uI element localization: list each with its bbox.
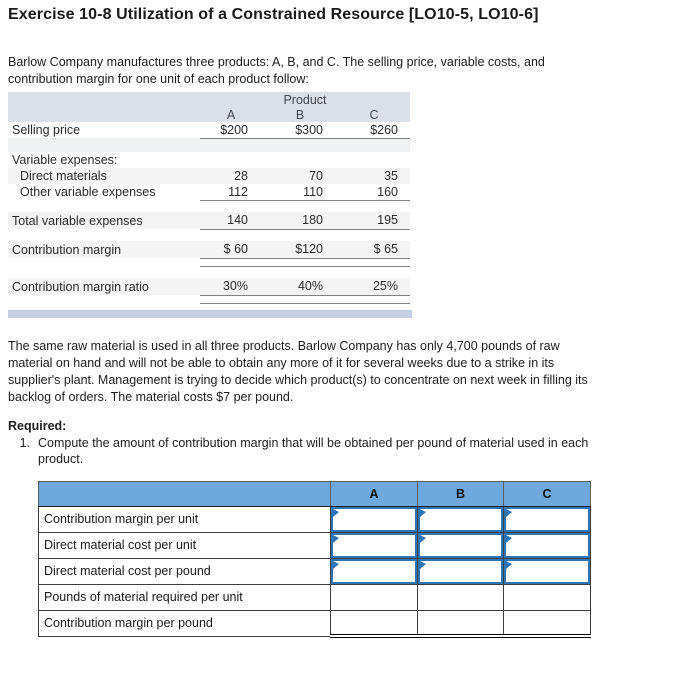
exercise-page: Exercise 10-8 Utilization of a Constrain… <box>8 6 675 638</box>
table-row-direct-materials: Direct materials 28 70 35 <box>8 168 410 184</box>
answer-input-cell[interactable] <box>330 505 418 533</box>
answer-cell[interactable] <box>417 609 504 638</box>
product-column-header-row: A B C <box>8 107 410 122</box>
row-label: Direct materials <box>20 169 107 183</box>
page-title: Exercise 10-8 Utilization of a Constrain… <box>8 6 539 23</box>
double-underline-row <box>8 295 410 304</box>
value-b: 40% <box>262 278 338 296</box>
column-header-a: A <box>200 107 262 122</box>
answer-input-cell[interactable] <box>503 505 591 533</box>
value-c: 25% <box>338 278 410 296</box>
row-label: Contribution margin ratio <box>12 279 149 294</box>
answer-table: A B C Contribution margin per unit Direc… <box>38 480 591 638</box>
product-group-header-row: Product <box>8 92 410 107</box>
answer-row-direct-material-cost-per-unit: Direct material cost per unit <box>38 531 591 559</box>
value-c: 195 <box>338 212 410 230</box>
input-flag-icon <box>420 508 426 517</box>
input-flag-icon <box>506 560 512 569</box>
value-b: 180 <box>262 212 338 230</box>
value-c: 35 <box>384 169 398 183</box>
answer-cell[interactable] <box>330 583 418 611</box>
answer-column-header-c: C <box>503 480 591 507</box>
value-a: 30% <box>200 278 262 296</box>
value-a: $ 60 <box>200 241 262 259</box>
row-label: Variable expenses: <box>12 153 118 167</box>
spacer-row <box>8 229 410 241</box>
required-item-number: 1. <box>19 435 30 450</box>
answer-row-label: Pounds of material required per unit <box>38 583 331 611</box>
required-item-text: Compute the amount of contribution margi… <box>38 435 589 466</box>
corner-header-cell <box>38 480 331 507</box>
value-c: 160 <box>338 184 410 201</box>
answer-row-pounds-of-material-required-per-unit: Pounds of material required per unit <box>38 583 591 611</box>
input-flag-icon <box>420 534 426 543</box>
spacer-row <box>8 266 410 278</box>
table-row-variable-expenses-heading: Variable expenses: <box>8 152 410 168</box>
product-group-header: Product <box>200 92 410 107</box>
answer-row-label: Contribution margin per pound <box>38 609 331 637</box>
product-data-table: Product A B C Selling price $200 $300 $2… <box>8 92 410 304</box>
value-a: 28 <box>234 169 248 183</box>
scenario-paragraph: The same raw material is used in all thr… <box>8 338 588 404</box>
answer-row-contribution-margin-per-pound: Contribution margin per pound <box>38 609 591 638</box>
value-b: 110 <box>262 184 338 201</box>
answer-row-label: Contribution margin per unit <box>38 505 331 533</box>
table-row-contribution-margin: Contribution margin $ 60 $120 $ 65 <box>8 241 410 259</box>
spacer-row <box>8 138 410 152</box>
answer-input-cell[interactable] <box>417 505 504 533</box>
row-label: Selling price <box>12 123 81 137</box>
required-label: Required: <box>8 418 67 433</box>
answer-header-row: A B C <box>38 480 591 507</box>
value-a: $200 <box>200 122 262 139</box>
answer-column-header-a: A <box>330 480 418 507</box>
required-item-1: 1. Compute the amount of contribution ma… <box>8 435 675 467</box>
intro-paragraph: Barlow Company manufactures three produc… <box>8 55 545 86</box>
row-label: Other variable expenses <box>20 185 156 199</box>
value-b: $300 <box>262 122 338 139</box>
table-row-selling-price: Selling price $200 $300 $260 <box>8 122 410 139</box>
answer-row-direct-material-cost-per-pound: Direct material cost per pound <box>38 557 591 585</box>
value-c: $260 <box>338 122 410 139</box>
value-b: $120 <box>262 241 338 259</box>
column-header-c: C <box>338 107 410 122</box>
answer-row-label: Direct material cost per pound <box>38 557 331 585</box>
value-b: 70 <box>309 169 323 183</box>
answer-row-label: Direct material cost per unit <box>38 531 331 559</box>
input-flag-icon <box>506 508 512 517</box>
section-divider-bar <box>8 309 412 318</box>
input-flag-icon <box>506 534 512 543</box>
input-flag-icon <box>333 560 339 569</box>
answer-input-cell[interactable] <box>503 531 591 559</box>
answer-cell[interactable] <box>417 583 504 611</box>
double-underline-row <box>8 258 410 267</box>
answer-column-header-b: B <box>417 480 504 507</box>
answer-input-cell[interactable] <box>503 557 591 585</box>
answer-input-cell[interactable] <box>417 557 504 585</box>
answer-cell[interactable] <box>330 609 418 638</box>
column-header-b: B <box>262 107 338 122</box>
row-label: Contribution margin <box>12 242 122 257</box>
table-row-other-variable-expenses: Other variable expenses 112 110 160 <box>8 184 410 201</box>
answer-cell[interactable] <box>503 609 591 638</box>
answer-input-cell[interactable] <box>330 531 418 559</box>
answer-cell[interactable] <box>503 583 591 611</box>
table-row-total-variable-expenses: Total variable expenses 140 180 195 <box>8 212 410 230</box>
input-flag-icon <box>333 508 339 517</box>
row-label: Total variable expenses <box>12 213 143 228</box>
answer-row-contribution-margin-per-unit: Contribution margin per unit <box>38 505 591 533</box>
input-flag-icon <box>420 560 426 569</box>
input-flag-icon <box>333 534 339 543</box>
table-row-contribution-margin-ratio: Contribution margin ratio 30% 40% 25% <box>8 278 410 296</box>
answer-input-cell[interactable] <box>417 531 504 559</box>
spacer-row <box>8 200 410 212</box>
value-a: 140 <box>200 212 262 230</box>
answer-input-cell[interactable] <box>330 557 418 585</box>
value-a: 112 <box>200 184 262 201</box>
value-c: $ 65 <box>338 241 410 259</box>
